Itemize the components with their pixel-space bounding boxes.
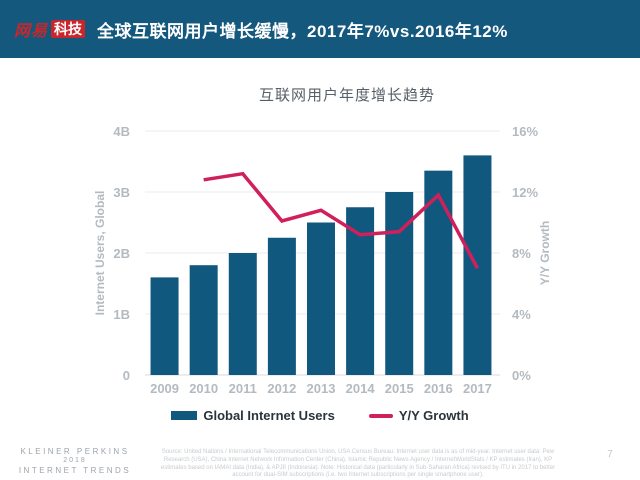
bar-2009 <box>150 277 179 375</box>
tech-logo-badge: 科技 <box>51 19 86 39</box>
right-axis-tick: 0% <box>512 368 531 383</box>
line-series-label: Y/Y Growth <box>398 408 469 423</box>
bar-2016 <box>424 170 453 375</box>
x-axis-label-2013: 2013 <box>307 381 336 396</box>
x-axis-label-2016: 2016 <box>424 381 453 396</box>
bar-series-label: Global Internet Users <box>203 408 335 423</box>
right-axis-tick: 12% <box>512 185 538 200</box>
internet-users-growth-chart: 0 0% 1B 4% 2B 8% 3B 12% 4B 16% 2009 2010 2011 2012 201… <box>93 124 552 396</box>
left-axis-title: Internet Users, Global <box>93 191 107 316</box>
left-axis-tick: 0 <box>123 368 130 383</box>
x-axis-label-2011: 2011 <box>229 381 257 396</box>
x-axis-label-2009: 2009 <box>150 381 179 396</box>
x-axis-label-2014: 2014 <box>346 381 376 396</box>
bar-series-swatch <box>171 411 198 420</box>
page-number: 7 <box>607 449 613 460</box>
header-bar: 网易 科技 全球互联网用户增长缓慢，2017年7%vs.2016年12% <box>0 0 640 58</box>
x-axis-label-2017: 2017 <box>463 381 492 396</box>
left-axis-tick: 4B <box>113 124 130 139</box>
legend-item-line-series: Y/Y Growth <box>368 408 469 423</box>
legend-item-bar-series: Global Internet Users <box>171 408 335 423</box>
left-axis-tick: 1B <box>113 307 130 322</box>
chart-title: 互联网用户年度增长趋势 <box>258 87 435 104</box>
brand-line-1: KLEINER PERKINS <box>20 447 130 456</box>
x-axis-label-2012: 2012 <box>267 381 296 396</box>
chart-legend: Global Internet Users Y/Y Growth <box>0 408 640 423</box>
right-axis-tick: 8% <box>512 246 531 261</box>
growth-line <box>203 171 479 270</box>
bar-2015 <box>385 192 414 375</box>
bar-2013 <box>307 222 335 375</box>
source-note: Source: United Nations / International T… <box>160 449 556 479</box>
x-axis-label-2015: 2015 <box>385 381 414 396</box>
brand-line-3: INTERNET TRENDS <box>18 465 132 475</box>
left-axis-tick: 3B <box>113 185 130 200</box>
slide-title: 全球互联网用户增长缓慢，2017年7%vs.2016年12% <box>97 21 508 41</box>
bar-2011 <box>228 253 257 375</box>
kleiner-perkins-brand: KLEINER PERKINS 2018 INTERNET TRENDS <box>8 447 142 476</box>
bar-2010 <box>189 265 218 375</box>
line-series-swatch <box>368 413 393 418</box>
right-axis-title: Y/Y Growth <box>538 221 552 285</box>
brand-line-2: 2018 <box>63 457 87 464</box>
x-axis-label-2010: 2010 <box>189 381 218 396</box>
right-axis-tick: 4% <box>512 307 531 322</box>
right-axis-tick: 16% <box>512 124 538 139</box>
bar-2012 <box>267 237 296 375</box>
netease-logo-text: 网易 <box>14 23 49 40</box>
netease-tech-logo: 网易 科技 <box>14 17 86 41</box>
left-axis-tick: 2B <box>113 246 130 261</box>
